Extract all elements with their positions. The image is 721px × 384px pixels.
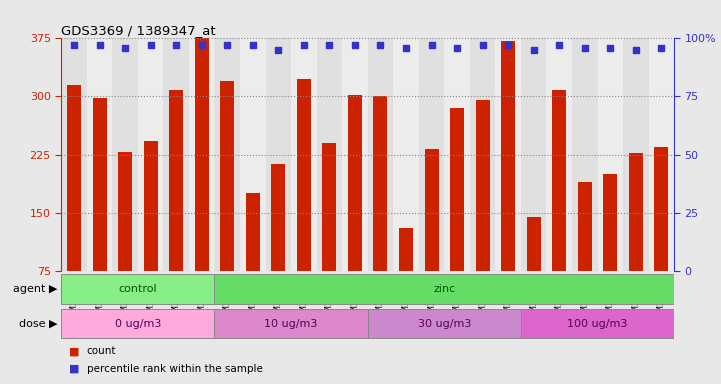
Bar [317,38,342,271]
Bar [220,81,234,271]
Bar [598,38,623,271]
Point [145,42,156,48]
Bar [164,38,189,271]
Bar [112,38,138,271]
Bar [425,149,438,271]
Point [477,42,488,48]
Bar [291,38,317,271]
Text: zinc: zinc [433,284,456,294]
Bar [215,274,674,304]
Point [375,42,386,48]
Point [579,45,590,51]
Point [503,42,514,48]
Bar [419,38,444,271]
Bar [495,38,521,271]
Bar [92,98,107,271]
Point [196,42,208,48]
Bar [578,182,592,271]
Bar [393,38,419,271]
Point [94,42,105,48]
Bar [649,38,674,271]
Bar [623,38,649,271]
Bar [189,38,215,271]
Bar [61,274,215,304]
Bar [271,164,286,271]
Text: percentile rank within the sample: percentile rank within the sample [87,364,262,374]
Point [120,45,131,51]
Bar [169,90,183,271]
Bar [138,38,164,271]
Bar [450,108,464,271]
Bar [195,38,209,271]
Point [554,42,565,48]
Bar [265,38,291,271]
Text: GDS3369 / 1389347_at: GDS3369 / 1389347_at [61,24,216,37]
Bar [470,38,495,271]
Bar [373,96,387,271]
Text: 10 ug/m3: 10 ug/m3 [265,318,318,329]
Bar [368,38,393,271]
Point [68,42,80,48]
Point [451,45,463,51]
Bar [547,38,572,271]
Text: ■: ■ [68,346,79,356]
Bar [61,309,215,338]
Bar [521,38,547,271]
Bar [348,95,362,271]
Point [247,42,259,48]
Point [170,42,182,48]
Text: 30 ug/m3: 30 ug/m3 [417,318,471,329]
Text: ■: ■ [68,364,79,374]
Point [528,47,539,53]
Point [298,42,309,48]
Text: control: control [118,284,157,294]
Bar [240,38,265,271]
Point [349,42,360,48]
Bar [521,309,674,338]
Bar [655,147,668,271]
Text: agent ▶: agent ▶ [13,284,58,294]
Bar [143,141,158,271]
Text: dose ▶: dose ▶ [19,318,58,329]
Bar [87,38,112,271]
Point [273,47,284,53]
Point [221,42,233,48]
Bar [297,79,311,271]
Bar [552,90,566,271]
Text: 100 ug/m3: 100 ug/m3 [567,318,628,329]
Bar [526,217,541,271]
Bar [476,100,490,271]
Point [426,42,438,48]
Bar [246,193,260,271]
Bar [444,38,470,271]
Bar [399,228,413,271]
Bar [603,174,617,271]
Point [400,45,412,51]
Bar [67,85,81,271]
Bar [215,309,368,338]
Bar [118,152,132,271]
Bar [342,38,368,271]
Bar [322,143,337,271]
Bar [501,41,516,271]
Point [604,45,616,51]
Bar [215,38,240,271]
Bar [368,309,521,338]
Point [655,45,667,51]
Bar [61,38,87,271]
Point [324,42,335,48]
Bar [629,153,643,271]
Bar [572,38,598,271]
Point [630,47,642,53]
Text: count: count [87,346,116,356]
Text: 0 ug/m3: 0 ug/m3 [115,318,161,329]
